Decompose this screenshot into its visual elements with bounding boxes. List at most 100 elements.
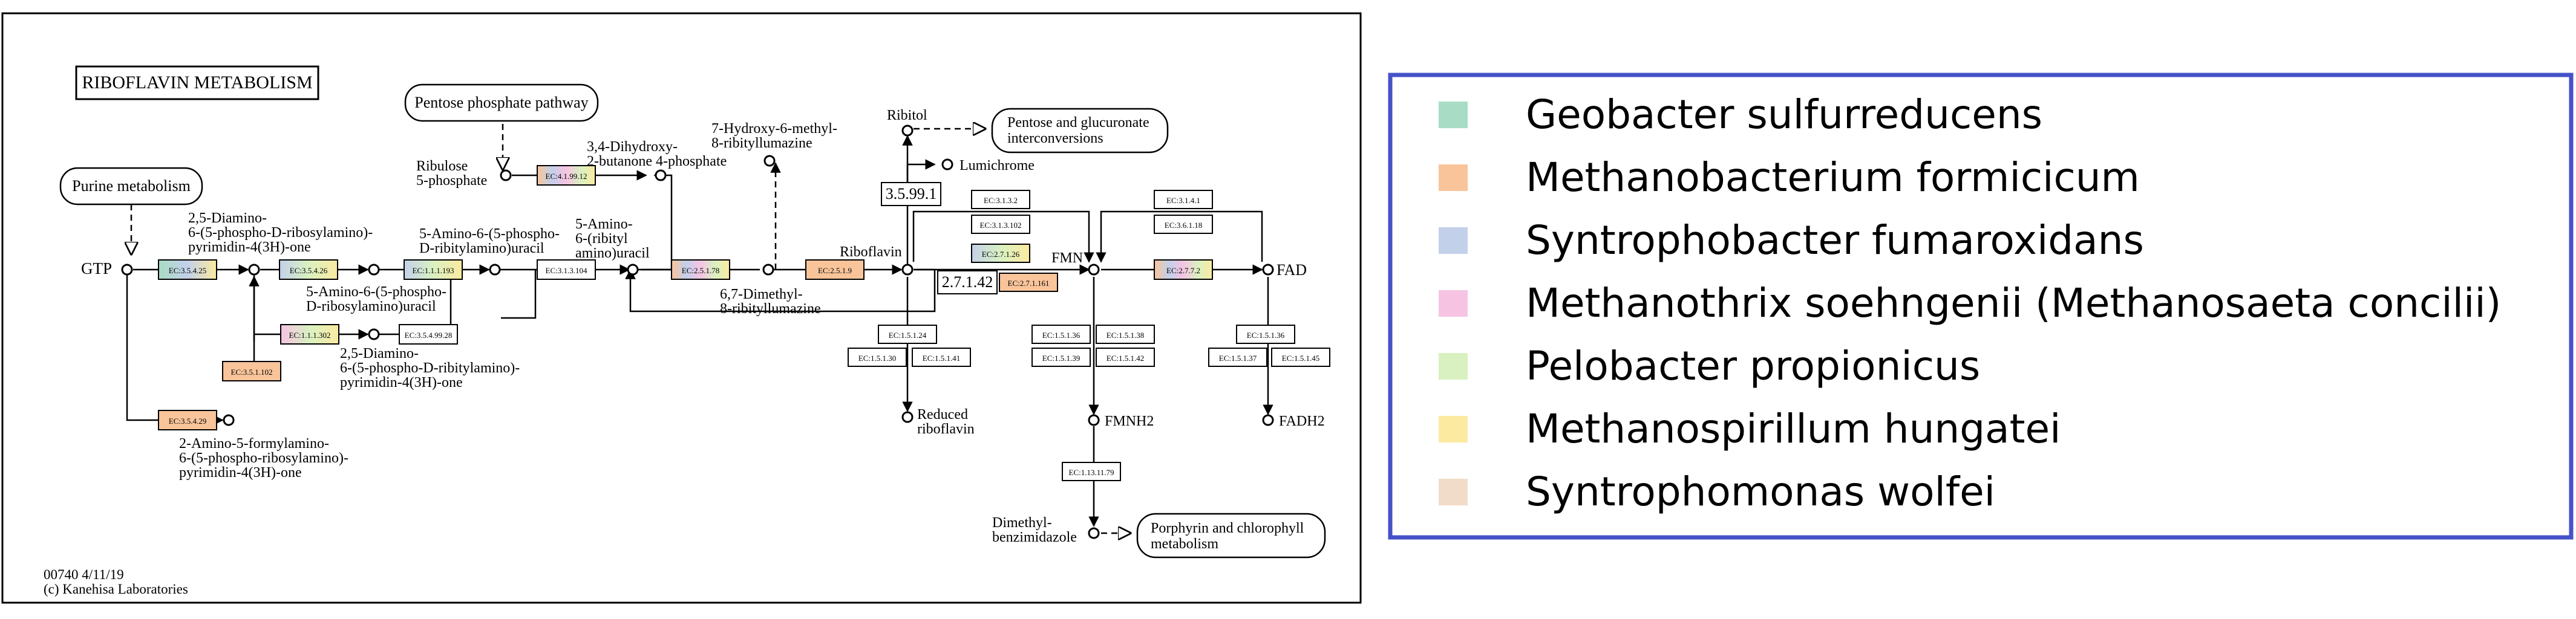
- enzyme-label-1-1-1-193: EC:1.1.1.193: [413, 266, 454, 275]
- enzyme-box-1-5-1-24[interactable]: [878, 325, 937, 344]
- enzyme-label-2-5-1-9: EC:2.5.1.9: [818, 266, 852, 275]
- enzyme-label-3-5-1-102: EC:3.5.1.102: [231, 368, 273, 377]
- enzyme-label-2-7-7-2: EC:2.7.7.2: [1166, 266, 1200, 275]
- enzyme-box-1-5-1-45[interactable]: [1271, 348, 1330, 367]
- enzyme-box-2-7-7-2[interactable]: [1154, 259, 1213, 280]
- compound-diamino-ribosyl-3: pyrimidin-4(3H)-one: [188, 239, 311, 255]
- enzyme-box-3-5-4-26[interactable]: [279, 259, 338, 280]
- compound-formylamino-2: 6-(5-phospho-ribosylamino)-: [179, 450, 348, 466]
- pathway-link-porphyrin[interactable]: [1136, 513, 1326, 559]
- legend-label: Syntrophobacter fumaroxidans: [1526, 217, 2144, 264]
- compound-dihydroxy-2: 2-butanone 4-phosphate: [587, 154, 727, 169]
- enzyme-box-1-5-1-36[interactable]: [1031, 325, 1091, 344]
- enzyme-label-3-1-4-1: EC:3.1.4.1: [1166, 196, 1200, 205]
- legend-items: Geobacter sulfurreducens Methanobacterium…: [1439, 91, 2501, 515]
- compound-fmnh2: FMNH2: [1105, 413, 1154, 429]
- enzyme-label-3-1-3-2: EC:3.1.3.2: [984, 196, 1018, 205]
- enzyme-box-1-13-11-79[interactable]: [1062, 462, 1121, 481]
- compound-amino-ribitylamino-3: amino)uracil: [575, 245, 650, 261]
- enzyme-label-1-13-11-79: EC:1.13.11.79: [1069, 468, 1114, 477]
- enzyme-label-3-5-4-99-28: EC:3.5.4.99.28: [405, 331, 453, 340]
- compound-amino-ribosyl-1: 5-Amino-6-(5-phospho-: [306, 284, 446, 300]
- compound-dimethylbenzimidazole-2: benzimidazole: [992, 530, 1077, 545]
- enzyme-box-4-1-99-12[interactable]: [537, 165, 596, 186]
- legend-label: Methanobacterium formicicum: [1526, 154, 2140, 201]
- map-title: RIBOFLAVIN METABOLISM: [82, 73, 312, 92]
- enzyme-box-3-5-4-29[interactable]: [158, 410, 217, 430]
- pathway-label-porphyrin-1: Porphyrin and chlorophyll: [1151, 520, 1304, 536]
- enzyme-label-3-5-4-26: EC:3.5.4.26: [290, 266, 328, 275]
- enzyme-box-3-6-1-18[interactable]: [1154, 215, 1213, 234]
- enzyme-label-1-5-1-41: EC:1.5.1.41: [923, 354, 960, 363]
- compound-fmn: FMN: [1051, 250, 1083, 266]
- enzyme-box-3-1-4-1[interactable]: [1154, 190, 1213, 209]
- compound-diamino-ribityl-1: 2,5-Diamino-: [340, 346, 419, 361]
- enzyme-label-3-1-3-104: EC:3.1.3.104: [546, 266, 587, 275]
- enzyme-label-2-5-1-78: EC:2.5.1.78: [682, 266, 719, 275]
- compound-gtp: GTP: [81, 259, 112, 277]
- enzyme-box-3-1-3-102[interactable]: [971, 215, 1030, 234]
- compound-amino-ribityl-2: D-ribitylamino)uracil: [419, 241, 544, 256]
- enzyme-label-1-5-1-24: EC:1.5.1.24: [889, 331, 927, 340]
- pathway-label-purine: Purine metabolism: [72, 177, 191, 195]
- enzyme-box-3-1-3-104[interactable]: [537, 259, 596, 280]
- enzyme-box-1-5-1-36b[interactable]: [1236, 325, 1295, 344]
- compound-dimethyl-lumazine-2: 8-ribityllumazine: [720, 301, 821, 317]
- compound-formylamino-3: pyrimidin-4(3H)-one: [179, 465, 302, 481]
- enzyme-box-1-5-1-37[interactable]: [1208, 348, 1267, 367]
- enzyme-box-3-5-99-1[interactable]: [881, 182, 941, 206]
- compound-hydroxy-methyl-2: 8-ribityllumazine: [711, 135, 812, 151]
- legend-label: Geobacter sulfurreducens: [1526, 91, 2042, 138]
- enzyme-box-1-1-1-302[interactable]: [280, 324, 339, 345]
- enzyme-label-2-7-1-42: 2.7.1.42: [942, 273, 993, 291]
- enzyme-label-1-1-1-302: EC:1.1.1.302: [289, 331, 331, 340]
- enzyme-box-1-5-1-42[interactable]: [1096, 348, 1155, 367]
- compound-nodes: [121, 125, 1274, 539]
- legend-swatch: [1439, 227, 1468, 254]
- legend-label: Methanothrix soehngenii (Methanosaeta co…: [1526, 280, 2501, 326]
- enzyme-box-1-5-1-39[interactable]: [1031, 348, 1091, 367]
- compound-riboflavin: Riboflavin: [840, 244, 902, 260]
- enzyme-label-1-5-1-30: EC:1.5.1.30: [858, 354, 896, 363]
- enzyme-box-1-5-1-41[interactable]: [912, 348, 971, 367]
- enzyme-label-3-5-99-1: 3.5.99.1: [886, 185, 937, 203]
- enzyme-label-1-5-1-36: EC:1.5.1.36: [1042, 331, 1080, 340]
- pathway-link-pentose-glucuronate[interactable]: [991, 108, 1169, 154]
- compound-reduced-riboflavin-1: Reduced: [917, 407, 968, 423]
- compound-ribulose-2: 5-phosphate: [416, 173, 487, 189]
- enzyme-box-1-1-1-193[interactable]: [404, 259, 463, 280]
- enzyme-box-2-5-1-78[interactable]: [671, 259, 730, 280]
- footer-map-id: 00740 4/11/19: [44, 567, 124, 582]
- enzyme-box-1-5-1-38[interactable]: [1096, 325, 1155, 344]
- compound-ribitol: Ribitol: [887, 108, 927, 123]
- title-box: [75, 65, 319, 100]
- enzyme-label-1-5-1-37: EC:1.5.1.37: [1219, 354, 1257, 363]
- enzyme-box-2-7-1-42[interactable]: [937, 270, 998, 294]
- enzyme-box-3-5-1-102[interactable]: [222, 361, 281, 381]
- enzyme-label-2-7-1-161: EC:2.7.1.161: [1008, 279, 1050, 288]
- compound-amino-ribosyl-2: D-ribosylamino)uracil: [306, 299, 436, 314]
- compound-diamino-ribosyl-2: 6-(5-phospho-D-ribosylamino)-: [188, 225, 373, 241]
- enzyme-box-2-7-1-26[interactable]: [971, 244, 1030, 263]
- enzyme-box-3-5-4-99-28[interactable]: [399, 324, 458, 345]
- compound-diamino-ribosyl-1: 2,5-Diamino-: [188, 210, 267, 226]
- legend-label: Syntrophomonas wolfei: [1526, 468, 1995, 515]
- enzyme-box-3-5-4-25[interactable]: [158, 259, 217, 280]
- pathway-link-pentose-phosphate[interactable]: [404, 83, 599, 122]
- enzyme-box-1-5-1-30[interactable]: [848, 348, 907, 367]
- enzyme-label-3-5-4-25: EC:3.5.4.25: [169, 266, 206, 275]
- enzyme-box-3-1-3-2[interactable]: [971, 190, 1030, 209]
- legend-swatch: [1439, 102, 1468, 128]
- enzyme-label-1-5-1-36b: EC:1.5.1.36: [1247, 331, 1285, 340]
- enzyme-label-3-6-1-18: EC:3.6.1.18: [1165, 221, 1202, 230]
- pathway-label-pentose-phosphate: Pentose phosphate pathway: [414, 94, 588, 111]
- enzyme-box-2-7-1-161[interactable]: [999, 273, 1058, 292]
- legend-label: Methanospirillum hungatei: [1526, 406, 2061, 452]
- compound-diamino-ribityl-3: pyrimidin-4(3H)-one: [340, 375, 463, 391]
- legend-swatch: [1439, 290, 1468, 317]
- compound-hydroxy-methyl-1: 7-Hydroxy-6-methyl-: [711, 121, 837, 137]
- compound-amino-ribityl-1: 5-Amino-6-(5-phospho-: [419, 226, 560, 242]
- compound-dimethylbenzimidazole-1: Dimethyl-: [992, 515, 1052, 531]
- enzyme-box-2-5-1-9[interactable]: [805, 259, 865, 280]
- pathway-label-porphyrin-2: metabolism: [1151, 536, 1218, 552]
